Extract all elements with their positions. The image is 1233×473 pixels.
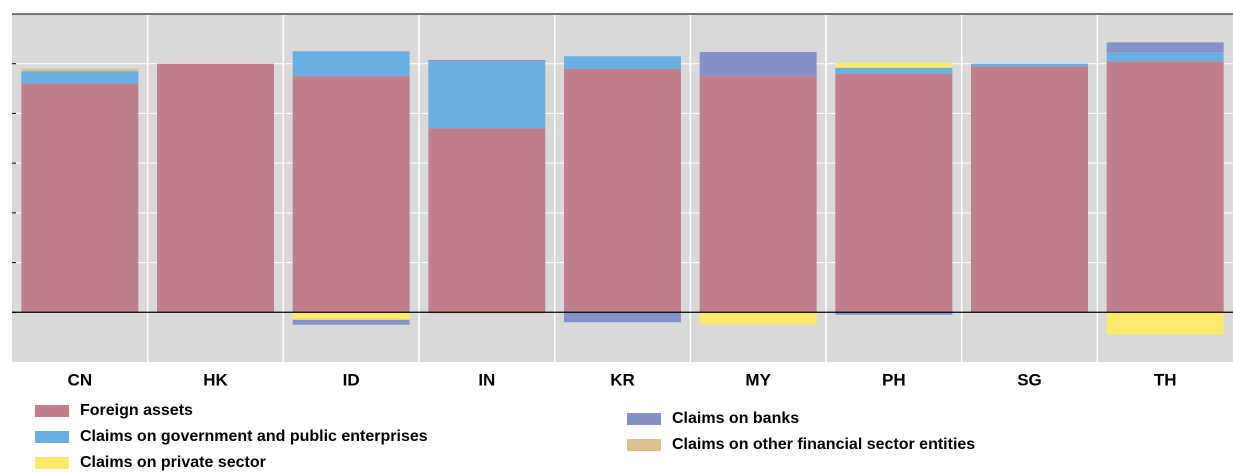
bar-segment [971,66,1088,313]
x-tick-label: ID [343,370,360,389]
bar-segment [835,73,953,313]
x-tick-label: SG [1017,370,1042,389]
bar-segment [699,312,817,325]
bar-segment [835,312,953,315]
bar-segment [292,319,410,325]
legend-label: Foreign assets [80,402,193,419]
bar-segment [1106,312,1224,335]
bar-segment [428,128,546,313]
legend-swatch [35,457,69,469]
bar-segment [564,312,681,323]
legend-swatch [35,431,69,443]
legend-swatch [627,439,661,451]
x-tick-label: MY [745,370,771,389]
bar-segment [292,312,410,320]
bar-segment [699,76,817,313]
x-tick-label: HK [203,370,228,389]
x-tick-label: KR [610,370,635,389]
x-tick-label: PH [882,370,906,389]
bar-segment [157,63,274,313]
bar-segment [428,59,546,62]
bar-segment [21,83,139,313]
legend-label: Claims on other financial sector entitie… [672,436,975,453]
bar-segment [564,56,681,69]
bar-segment [835,62,953,68]
legend-label: Claims on private sector [80,454,266,471]
bar-segment [292,51,410,77]
bar-segment [564,68,681,313]
bar-segment [21,68,139,72]
x-tick-label: CN [68,370,93,389]
x-tick-label: TH [1154,370,1177,389]
legend-swatch [627,413,661,425]
x-tick-label: IN [478,370,495,389]
bar-segment [835,67,953,74]
bar-segment [1106,52,1224,62]
bar-segment [971,63,1088,67]
bar-segment [292,76,410,313]
legend-swatch [35,405,69,417]
legend-label: Claims on banks [672,410,799,427]
bar-segment [699,52,817,77]
bar-segment [428,312,546,314]
bar-segment [21,71,139,84]
bar-segment [1106,61,1224,313]
legend-label: Claims on government and public enterpri… [80,428,428,445]
bar-segment [428,61,546,129]
bar-segment [1106,42,1224,53]
